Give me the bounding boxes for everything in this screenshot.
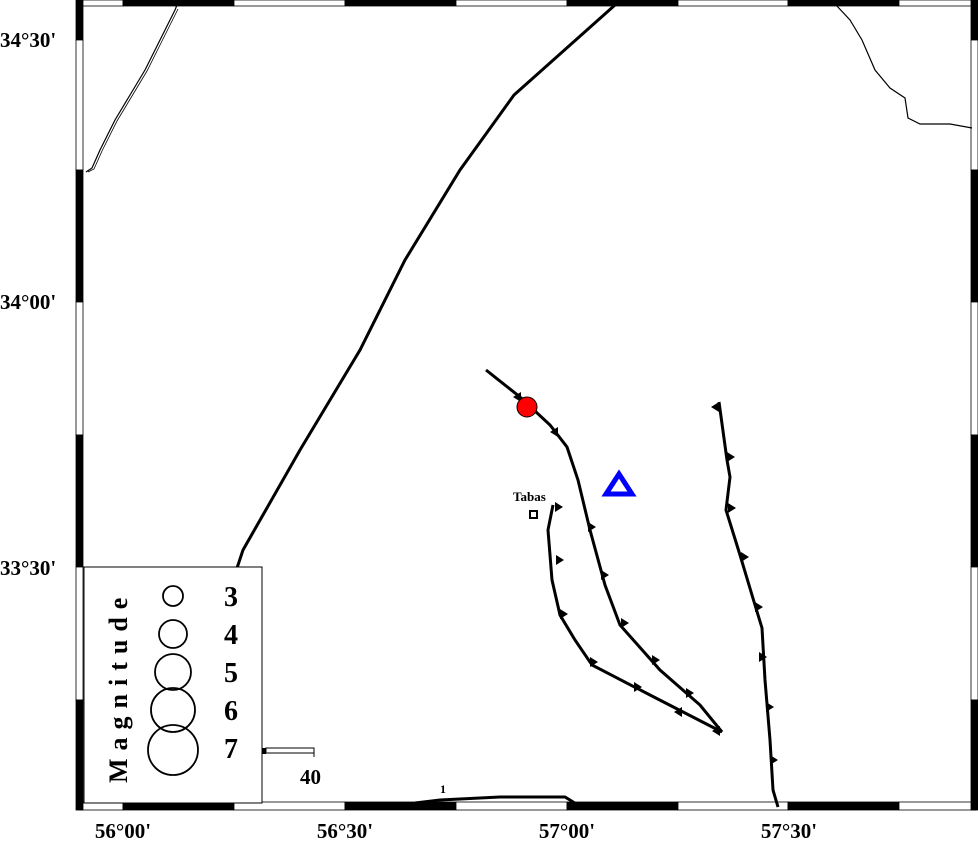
thrust-tooth — [513, 392, 521, 402]
thrust-tooth — [712, 726, 720, 736]
thrust-tooth — [686, 688, 694, 698]
legend-label-4: 4 — [224, 620, 238, 651]
fault-label: 1 — [440, 782, 446, 796]
scale-bar-label: 40 — [300, 765, 321, 789]
thrust-tooth — [555, 502, 563, 512]
fault-line-major — [235, 3, 616, 569]
thrust-tooth — [550, 427, 558, 437]
legend-circle-4 — [158, 619, 188, 649]
thrust-teeth — [513, 392, 778, 765]
boundary-line-ne — [835, 4, 973, 129]
thrust-tooth — [741, 552, 749, 562]
boundary-line-nw — [85, 4, 178, 173]
y-tick-label: 33°30' — [0, 556, 56, 580]
legend-circle-7 — [147, 724, 199, 776]
legend-circle-6 — [150, 687, 196, 733]
thrust-tooth — [590, 657, 598, 667]
x-tick-label: 56°30' — [317, 819, 373, 842]
legend-label-3: 3 — [224, 582, 238, 613]
legend-label-5: 5 — [224, 658, 238, 689]
epicenter-marker[interactable] — [516, 396, 538, 418]
thrust-tooth — [621, 618, 629, 628]
x-tick-label: 56°00' — [95, 819, 151, 842]
y-tick-label: 34°00' — [0, 290, 56, 314]
city-label: Tabas — [513, 489, 546, 504]
legend-circle-5 — [154, 653, 192, 691]
thrust-tooth — [556, 555, 564, 565]
thrust-tooth — [770, 755, 778, 765]
boundary-line-nw-2 — [87, 8, 179, 173]
thrust-tooth — [711, 402, 719, 412]
thrust-tooth — [560, 609, 568, 619]
thrust-tooth — [728, 503, 736, 513]
legend-label-6: 6 — [224, 696, 238, 727]
thrust-tooth — [674, 707, 682, 717]
thrust-tooth — [759, 652, 767, 662]
x-tick-label: 57°30' — [761, 819, 817, 842]
thrust-tooth — [588, 522, 596, 532]
map-border-ticks — [75, 0, 978, 811]
thrust-tooth — [601, 570, 609, 580]
thrust-fault-tabas-west — [546, 504, 723, 734]
fault-line-south — [414, 795, 579, 807]
legend-circles — [147, 585, 199, 776]
scale-bar: 40 — [262, 747, 321, 789]
legend-title: Magnitude — [104, 590, 133, 783]
thrust-tooth — [766, 702, 774, 712]
thrust-tooth — [727, 452, 735, 462]
thrust-tooth — [634, 682, 642, 692]
legend-circle-3 — [162, 585, 184, 607]
x-tick-label: 57°00' — [539, 819, 595, 842]
legend-label-7: 7 — [224, 734, 238, 765]
city-marker-tabas — [529, 510, 538, 519]
y-tick-label: 34°30' — [0, 28, 56, 52]
thrust-tooth — [755, 602, 763, 612]
thrust-tooth — [652, 655, 660, 665]
station-triangle-icon[interactable] — [601, 469, 637, 497]
